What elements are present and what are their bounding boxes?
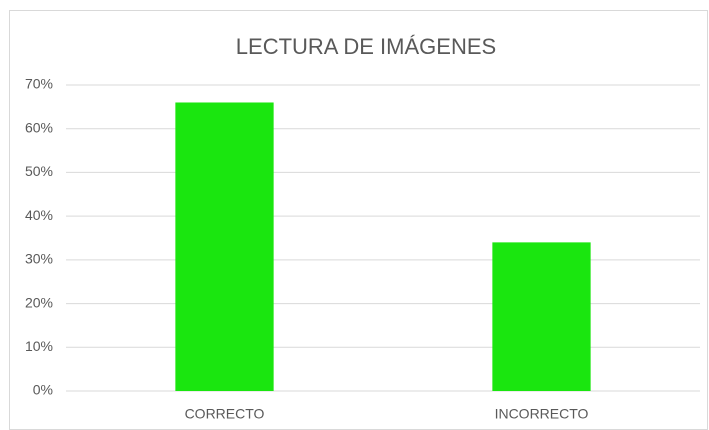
y-tick-label: 20% [25,294,53,310]
bar [175,102,274,391]
y-tick-label: 40% [25,207,53,223]
y-tick-label: 60% [25,119,53,135]
y-tick-label: 50% [25,163,53,179]
bar [492,242,591,391]
y-tick-label: 10% [25,338,53,354]
chart-border [9,10,708,430]
x-tick-label: CORRECTO [185,406,265,422]
y-tick-label: 0% [33,382,53,398]
x-tick-label: INCORRECTO [495,406,589,422]
y-tick-label: 30% [25,251,53,267]
y-tick-label: 70% [25,76,53,92]
chart-title: LECTURA DE IMÁGENES [236,34,496,59]
